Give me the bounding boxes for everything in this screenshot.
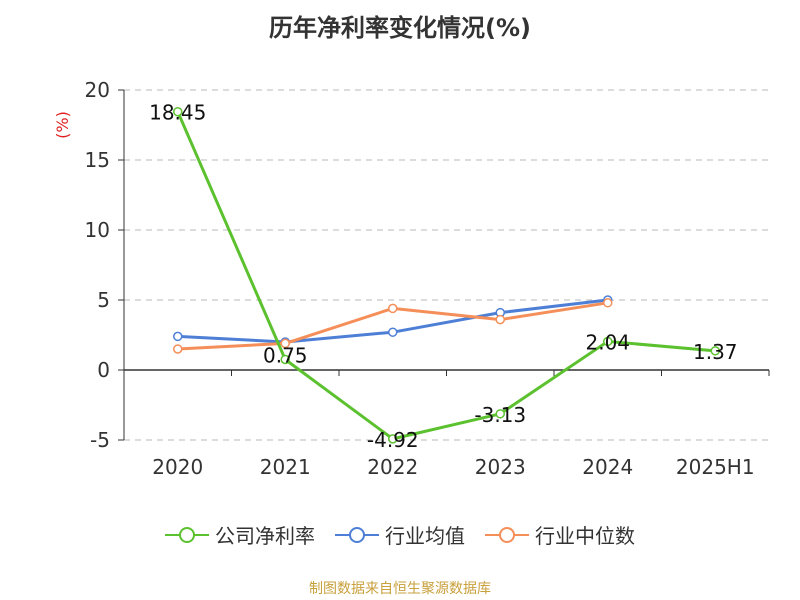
- data-label: 18.45: [149, 101, 206, 125]
- legend-label-company: 公司净利率: [215, 524, 315, 548]
- data-point: [173, 331, 183, 342]
- x-tick-label: 2022: [367, 455, 418, 479]
- legend-item-industry-median[interactable]: 行业中位数: [485, 520, 635, 549]
- y-tick-label: 5: [97, 288, 110, 312]
- y-axis-title: (%): [53, 111, 72, 139]
- chart-legend: 公司净利率 行业均值 行业中位数: [0, 520, 800, 549]
- data-label: -4.92: [367, 428, 419, 452]
- legend-item-company[interactable]: 公司净利率: [165, 520, 315, 549]
- data-point: [280, 354, 290, 365]
- data-point: [388, 434, 398, 444]
- data-point: [495, 314, 505, 325]
- x-tick-label: 2024: [582, 455, 633, 479]
- chart-title: 历年净利率变化情况(%): [269, 14, 531, 42]
- data-point: [388, 327, 398, 337]
- x-tick-label: 2025H1: [676, 455, 755, 479]
- data-point: [173, 106, 183, 117]
- x-tick-label: 2023: [475, 455, 526, 479]
- y-tick-label: -5: [90, 428, 110, 452]
- x-tick-label: 2020: [152, 455, 203, 479]
- legend-label-industry-median: 行业中位数: [535, 524, 635, 548]
- legend-marker-industry-median: [485, 526, 529, 543]
- series-line: [176, 111, 716, 441]
- legend-marker-industry-mean: [335, 526, 379, 543]
- data-label: 0.75: [263, 344, 308, 368]
- data-point: [173, 344, 183, 354]
- data-point: [603, 298, 613, 308]
- data-point: [495, 409, 505, 419]
- legend-item-industry-mean[interactable]: 行业均值: [335, 520, 465, 549]
- data-label: -3.13: [474, 403, 526, 427]
- x-tick-label: 2021: [260, 455, 311, 479]
- y-tick-label: 20: [85, 78, 110, 102]
- legend-marker-company: [165, 526, 209, 543]
- y-tick-label: 10: [85, 218, 110, 242]
- data-point: [603, 336, 613, 347]
- y-tick-label: 0: [97, 358, 110, 382]
- data-label: 1.37: [693, 340, 738, 364]
- data-point: [280, 338, 290, 349]
- data-point: [710, 346, 720, 356]
- data-source-note: 制图数据来自恒生聚源数据库: [309, 581, 491, 597]
- data-label: 2.04: [585, 330, 630, 354]
- legend-label-industry-mean: 行业均值: [385, 524, 465, 548]
- data-point: [388, 303, 398, 314]
- y-tick-label: 15: [85, 148, 110, 172]
